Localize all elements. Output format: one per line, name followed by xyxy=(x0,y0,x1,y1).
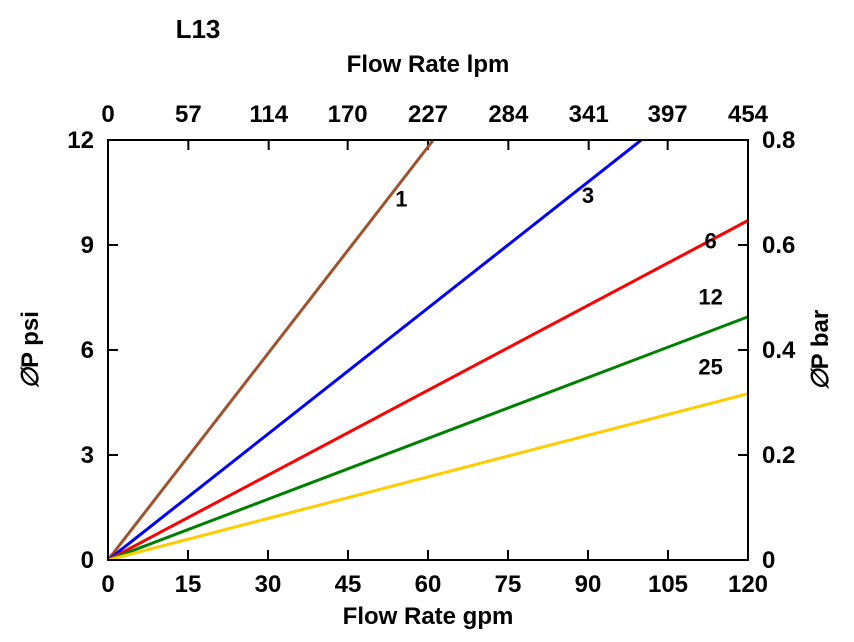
x-bottom-tick-label: 90 xyxy=(575,571,602,598)
series-line-3 xyxy=(108,140,641,560)
x-bottom-tick-label: 75 xyxy=(495,571,522,598)
x-top-label: Flow Rate lpm xyxy=(347,51,510,78)
x-bottom-tick-label: 120 xyxy=(728,571,768,598)
series-label-12: 12 xyxy=(698,285,722,310)
x-top-tick-label: 57 xyxy=(175,101,202,128)
chart-container: L13Flow Rate lpm057114170227284341397454… xyxy=(0,0,854,642)
y-left-label: ∅P psi xyxy=(17,311,44,389)
y-right-tick-label: 0.4 xyxy=(762,337,796,364)
y-right-tick-label: 0.6 xyxy=(762,232,795,259)
y-left-tick-label: 12 xyxy=(67,127,94,154)
x-bottom-tick-label: 105 xyxy=(648,571,688,598)
chart-title: L13 xyxy=(176,14,221,44)
series-label-25: 25 xyxy=(698,355,722,380)
x-top-tick-label: 284 xyxy=(488,101,529,128)
y-left-tick-label: 9 xyxy=(81,232,94,259)
x-bottom-tick-label: 15 xyxy=(175,571,202,598)
x-top-tick-label: 341 xyxy=(569,101,609,128)
x-top-tick-label: 397 xyxy=(648,101,688,128)
x-bottom-tick-label: 60 xyxy=(415,571,442,598)
x-bottom-label: Flow Rate gpm xyxy=(343,603,514,630)
series-label-6: 6 xyxy=(705,229,717,254)
y-right-tick-label: 0.8 xyxy=(762,127,795,154)
y-right-tick-label: 0.2 xyxy=(762,442,795,469)
y-left-tick-label: 3 xyxy=(81,442,94,469)
x-bottom-tick-label: 0 xyxy=(101,571,114,598)
x-bottom-tick-label: 30 xyxy=(255,571,282,598)
x-bottom-tick-label: 45 xyxy=(335,571,362,598)
y-left-tick-label: 6 xyxy=(81,337,94,364)
x-top-tick-label: 227 xyxy=(408,101,448,128)
x-top-tick-label: 170 xyxy=(328,101,368,128)
y-left-tick-label: 0 xyxy=(81,547,94,574)
x-top-tick-label: 454 xyxy=(728,101,769,128)
series-group xyxy=(108,140,748,560)
x-top-tick-label: 0 xyxy=(101,101,114,128)
x-top-tick-label: 114 xyxy=(249,101,288,128)
y-right-label: ∅P bar xyxy=(807,310,834,391)
series-line-6 xyxy=(108,221,748,561)
series-label-3: 3 xyxy=(582,183,594,208)
series-line-25 xyxy=(108,394,748,560)
pressure-flow-chart: L13Flow Rate lpm057114170227284341397454… xyxy=(0,0,854,642)
y-right-tick-label: 0 xyxy=(762,547,775,574)
series-label-1: 1 xyxy=(395,187,407,212)
plot-border xyxy=(108,140,748,560)
